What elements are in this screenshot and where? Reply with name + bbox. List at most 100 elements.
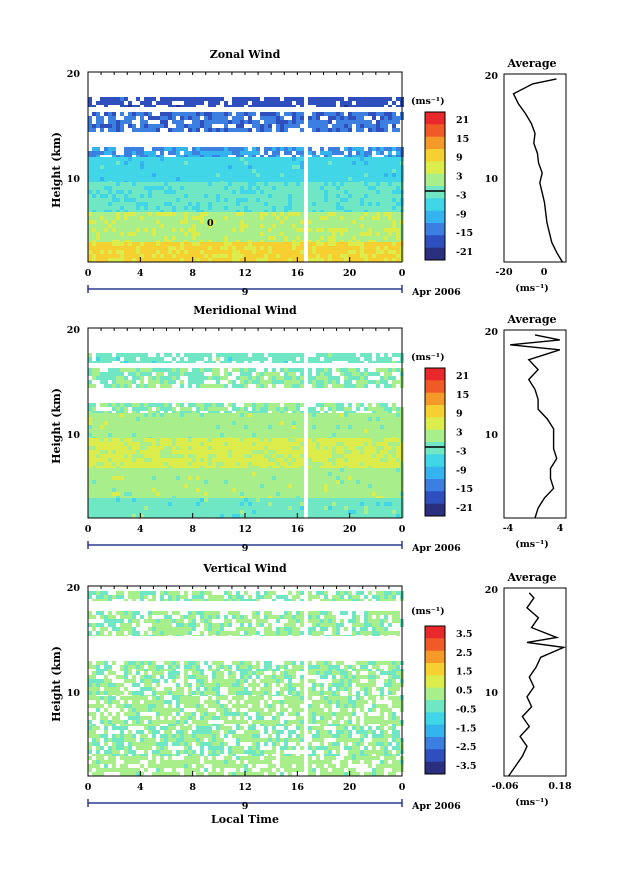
heatmap-cell [212, 190, 216, 194]
heatmap-cell [376, 165, 380, 169]
heatmap-cell [356, 492, 360, 496]
heatmap-cell [228, 186, 232, 190]
heatmap-cell [248, 220, 252, 224]
zonal-average-frame [503, 73, 567, 263]
heatmap-cell [296, 236, 300, 240]
heatmap-cell [268, 97, 272, 101]
heatmap-cell [316, 182, 320, 186]
heatmap-cell [196, 502, 200, 506]
heatmap-cell [292, 462, 296, 466]
heatmap-cell [352, 212, 356, 216]
heatmap-cell [332, 254, 336, 258]
heatmap-cell [380, 480, 384, 484]
heatmap-cell [228, 254, 232, 258]
heatmap-cell [288, 157, 292, 161]
heatmap-cell [280, 182, 284, 186]
heatmap-cell [324, 155, 328, 157]
heatmap-cell [100, 216, 104, 220]
heatmap-cell [184, 484, 188, 488]
heatmap-cell [384, 514, 388, 518]
heatmap-cell [188, 488, 192, 492]
heatmap-cell [308, 258, 312, 262]
heatmap-cell [288, 492, 292, 496]
heatmap-cell [232, 128, 236, 132]
heatmap-cell [288, 514, 292, 518]
heatmap-cell [232, 240, 236, 242]
heatmap-cell [128, 429, 132, 433]
heatmap-cell [260, 216, 264, 220]
heatmap-cell [396, 206, 400, 210]
heatmap-cell [160, 216, 164, 220]
heatmap-cell [96, 498, 100, 502]
heatmap-cell [244, 438, 248, 442]
heatmap-cell [148, 155, 152, 157]
heatmap-cell [92, 240, 96, 242]
heatmap-cell [252, 216, 256, 220]
heatmap-cell [228, 462, 232, 466]
heatmap-cell [344, 254, 348, 258]
heatmap-cell [348, 476, 352, 480]
heatmap-cell [160, 165, 164, 169]
heatmap-cell [360, 147, 364, 151]
heatmap-cell [328, 498, 332, 502]
heatmap-cell [92, 258, 96, 262]
heatmap-cell [392, 254, 396, 258]
heatmap-cell [276, 506, 280, 510]
heatmap-cell [332, 514, 336, 518]
heatmap-cell [124, 151, 128, 155]
heatmap-cell [136, 240, 140, 242]
heatmap-cell [308, 124, 312, 128]
heatmap-cell [340, 484, 344, 488]
heatmap-cell [200, 212, 204, 216]
heatmap-cell [220, 484, 224, 488]
heatmap-cell [220, 514, 224, 518]
heatmap-cell [308, 182, 312, 186]
heatmap-cell [264, 506, 268, 510]
heatmap-cell [368, 165, 372, 169]
heatmap-cell [340, 228, 344, 232]
heatmap-cell [88, 468, 92, 472]
heatmap-cell [204, 177, 208, 181]
heatmap-cell [188, 157, 192, 161]
heatmap-cell [296, 429, 300, 433]
heatmap-cell [188, 186, 192, 190]
heatmap-cell [148, 484, 152, 488]
heatmap-cell [388, 425, 392, 429]
heatmap-cell [96, 462, 100, 466]
heatmap-cell [296, 450, 300, 454]
heatmap-cell [116, 194, 120, 198]
heatmap-cell [368, 250, 372, 254]
heatmap-cell [104, 488, 108, 492]
heatmap-cell [260, 182, 264, 186]
heatmap-cell [96, 240, 100, 242]
heatmap-cell [276, 157, 280, 161]
heatmap-cell [264, 425, 268, 429]
heatmap-cell [316, 202, 320, 206]
heatmap-cell [200, 462, 204, 466]
heatmap-cell [292, 147, 296, 151]
heatmap-cell [256, 97, 260, 101]
heatmap-cell [308, 472, 312, 476]
heatmap-cell [348, 177, 352, 181]
heatmap-cell [176, 128, 180, 132]
heatmap-cell [296, 466, 300, 468]
heatmap-cell [120, 161, 124, 165]
heatmap-cell [96, 155, 100, 157]
heatmap-cell [204, 116, 208, 120]
heatmap-cell [352, 480, 356, 484]
heatmap-cell [356, 97, 360, 101]
heatmap-cell [364, 250, 368, 254]
heatmap-cell [88, 246, 92, 250]
heatmap-cell [324, 417, 328, 421]
heatmap-cell [368, 169, 372, 173]
heatmap-cell [208, 492, 212, 496]
heatmap-cell [228, 468, 232, 472]
heatmap-cell [96, 151, 100, 155]
heatmap-cell [176, 492, 180, 496]
heatmap-cell [240, 466, 244, 468]
xtick-label: 20 [343, 268, 357, 279]
heatmap-cell [344, 484, 348, 488]
heatmap-cell [340, 498, 344, 502]
heatmap-cell [136, 212, 140, 216]
heatmap-cell [88, 458, 92, 462]
